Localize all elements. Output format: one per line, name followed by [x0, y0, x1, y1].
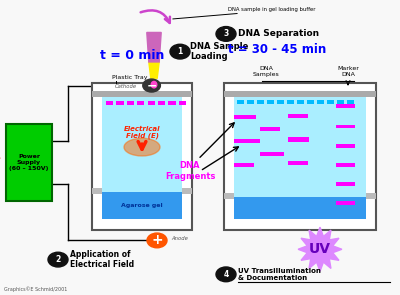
- Text: +: +: [151, 233, 163, 248]
- FancyBboxPatch shape: [127, 101, 134, 105]
- FancyBboxPatch shape: [234, 197, 366, 219]
- FancyBboxPatch shape: [337, 100, 344, 104]
- Text: Application of
Electrical Field: Application of Electrical Field: [70, 250, 134, 269]
- FancyBboxPatch shape: [237, 100, 244, 104]
- FancyBboxPatch shape: [260, 127, 280, 131]
- FancyBboxPatch shape: [168, 101, 176, 105]
- Text: DNA
Samples: DNA Samples: [253, 66, 279, 77]
- FancyBboxPatch shape: [234, 163, 254, 167]
- FancyBboxPatch shape: [148, 101, 155, 105]
- FancyBboxPatch shape: [287, 100, 294, 104]
- Text: DNA sample in gel loading buffer: DNA sample in gel loading buffer: [228, 7, 316, 12]
- FancyBboxPatch shape: [179, 101, 186, 105]
- FancyBboxPatch shape: [224, 91, 376, 97]
- Text: 4: 4: [223, 270, 229, 279]
- Text: −: −: [146, 79, 157, 92]
- FancyBboxPatch shape: [288, 114, 308, 118]
- Polygon shape: [298, 227, 342, 271]
- FancyBboxPatch shape: [336, 201, 355, 205]
- Text: Anode: Anode: [171, 237, 188, 241]
- Circle shape: [147, 233, 167, 248]
- Text: Graphics©E Schmid/2001: Graphics©E Schmid/2001: [4, 286, 67, 292]
- FancyBboxPatch shape: [106, 101, 113, 105]
- FancyBboxPatch shape: [92, 91, 192, 97]
- Circle shape: [170, 44, 190, 59]
- FancyBboxPatch shape: [234, 139, 260, 143]
- FancyBboxPatch shape: [234, 97, 366, 219]
- FancyBboxPatch shape: [297, 100, 304, 104]
- Text: t = 30 - 45 min: t = 30 - 45 min: [228, 43, 326, 56]
- Text: 3: 3: [223, 30, 229, 38]
- FancyBboxPatch shape: [288, 137, 309, 142]
- FancyBboxPatch shape: [6, 124, 52, 201]
- FancyBboxPatch shape: [336, 163, 355, 167]
- FancyBboxPatch shape: [347, 100, 354, 104]
- Circle shape: [48, 252, 68, 267]
- FancyBboxPatch shape: [247, 100, 254, 104]
- FancyBboxPatch shape: [336, 125, 355, 128]
- FancyBboxPatch shape: [116, 101, 124, 105]
- Text: Cathode: Cathode: [115, 84, 137, 89]
- FancyBboxPatch shape: [137, 101, 144, 105]
- FancyBboxPatch shape: [234, 115, 256, 119]
- Text: DNA Sample
Loading: DNA Sample Loading: [190, 42, 248, 61]
- FancyBboxPatch shape: [260, 152, 284, 156]
- Polygon shape: [149, 62, 159, 78]
- FancyBboxPatch shape: [336, 182, 355, 186]
- Circle shape: [143, 79, 160, 92]
- Text: DNA
Fragments: DNA Fragments: [165, 161, 215, 181]
- FancyBboxPatch shape: [288, 161, 308, 165]
- FancyBboxPatch shape: [224, 193, 376, 199]
- Circle shape: [216, 267, 236, 282]
- Ellipse shape: [151, 81, 157, 88]
- Text: t = 0 min: t = 0 min: [100, 49, 164, 62]
- Ellipse shape: [124, 138, 160, 156]
- Text: UV: UV: [309, 242, 331, 256]
- Text: DNA Separation: DNA Separation: [238, 30, 319, 38]
- FancyBboxPatch shape: [317, 100, 324, 104]
- FancyBboxPatch shape: [257, 100, 264, 104]
- FancyBboxPatch shape: [158, 101, 165, 105]
- FancyBboxPatch shape: [224, 83, 376, 230]
- Text: Power
Supply
(60 – 150V): Power Supply (60 – 150V): [9, 154, 49, 171]
- FancyBboxPatch shape: [307, 100, 314, 104]
- FancyBboxPatch shape: [92, 83, 192, 230]
- Text: 2: 2: [55, 255, 61, 264]
- Text: UV Transillumination
& Documentation: UV Transillumination & Documentation: [238, 268, 321, 281]
- FancyBboxPatch shape: [336, 144, 355, 148]
- Text: 1: 1: [177, 47, 183, 56]
- Polygon shape: [147, 32, 161, 62]
- FancyBboxPatch shape: [102, 192, 182, 219]
- FancyBboxPatch shape: [277, 100, 284, 104]
- FancyBboxPatch shape: [327, 100, 334, 104]
- FancyBboxPatch shape: [267, 100, 274, 104]
- FancyBboxPatch shape: [92, 189, 192, 194]
- Text: Electrical
Field (E): Electrical Field (E): [124, 126, 160, 139]
- FancyBboxPatch shape: [336, 104, 355, 108]
- Text: Marker
DNA: Marker DNA: [337, 66, 359, 77]
- Text: Agarose gel: Agarose gel: [121, 203, 163, 208]
- FancyBboxPatch shape: [102, 97, 182, 219]
- Text: Plastic Tray: Plastic Tray: [112, 75, 148, 80]
- Circle shape: [216, 27, 236, 41]
